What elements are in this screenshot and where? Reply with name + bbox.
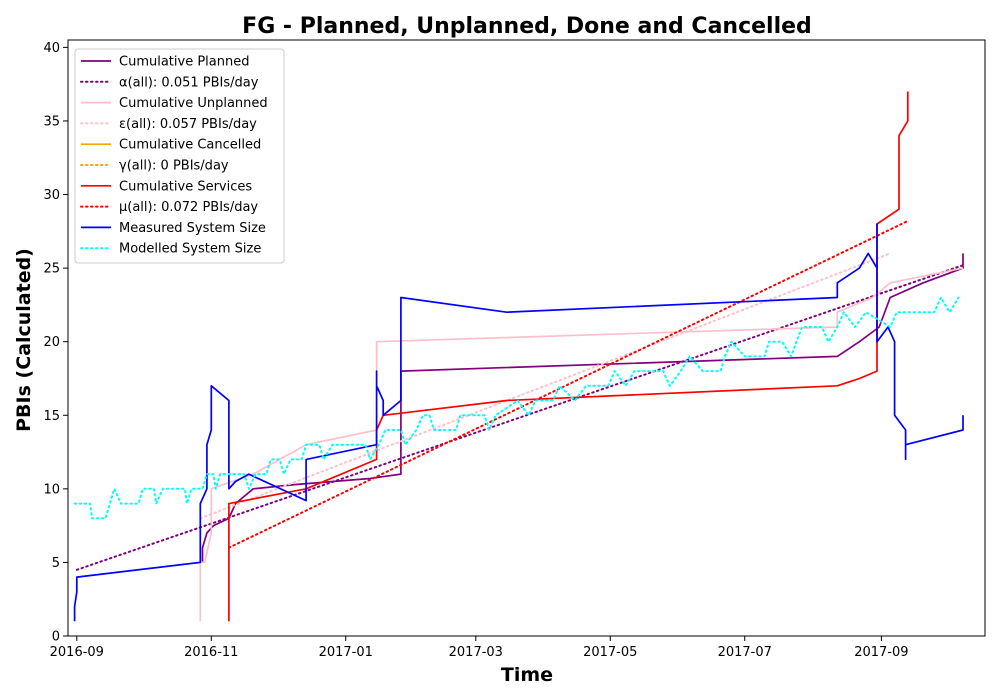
- y-axis-label: PBIs (Calculated): [13, 248, 35, 432]
- y-tick-label: 25: [43, 262, 60, 277]
- y-tick-label: 40: [43, 41, 60, 56]
- chart-title: FG - Planned, Unplanned, Done and Cancel…: [242, 14, 812, 39]
- legend-entry: γ(all): 0 PBIs/day: [119, 159, 229, 174]
- series-line-measured-system-size: [73, 223, 964, 622]
- x-tick-label: 2017-03: [449, 645, 503, 660]
- x-tick-label: 2016-09: [50, 645, 104, 660]
- y-tick-label: 30: [43, 188, 60, 203]
- y-tick-label: 35: [43, 114, 60, 129]
- legend-entry: Cumulative Services: [119, 179, 252, 194]
- legend-entry: Cumulative Cancelled: [119, 138, 261, 153]
- y-tick-label: 0: [52, 630, 60, 645]
- legend-entry: Cumulative Planned: [119, 55, 249, 70]
- y-tick-label: 15: [43, 409, 60, 424]
- legend-entry: Cumulative Unplanned: [119, 96, 268, 111]
- legend-entry: Modelled System Size: [119, 242, 261, 257]
- series-line-all-0-072-pbis-day: [227, 220, 909, 549]
- x-tick-label: 2017-07: [718, 645, 772, 660]
- plot-frame: [67, 39, 986, 637]
- legend-entry: ε(all): 0.057 PBIs/day: [119, 117, 257, 132]
- series-line-all-0-057-pbis-day: [199, 252, 892, 520]
- series-line-modelled-system-size: [73, 296, 960, 520]
- series-line-cumulative-planned: [201, 253, 964, 563]
- x-axis-label: Time: [501, 664, 553, 686]
- series-line-cumulative-services: [228, 91, 909, 622]
- y-tick-label: 20: [43, 335, 60, 350]
- legend-box: [74, 48, 285, 264]
- legend-entry: Measured System Size: [119, 221, 266, 236]
- legend: Cumulative Planned α(all): 0.051 PBIs/day…: [74, 48, 285, 264]
- y-tick-label: 10: [43, 482, 60, 497]
- x-tick-label: 2016-11: [184, 645, 238, 660]
- x-tick-label: 2017-01: [319, 645, 373, 660]
- x-tick-label: 2017-05: [583, 645, 637, 660]
- series-line-all-0-051-pbis-day: [75, 264, 964, 571]
- plot-area: [73, 91, 964, 622]
- series-line-cumulative-unplanned: [199, 267, 964, 622]
- legend-entry: α(all): 0.051 PBIs/day: [119, 75, 259, 90]
- axes: 2016-09 2016-11 2017-01 2017-03 2017-05 2017-…: [43, 39, 986, 660]
- x-tick-label: 2017-09: [854, 645, 908, 660]
- legend-entry: μ(all): 0.072 PBIs/day: [119, 200, 258, 215]
- y-tick-label: 5: [52, 556, 60, 571]
